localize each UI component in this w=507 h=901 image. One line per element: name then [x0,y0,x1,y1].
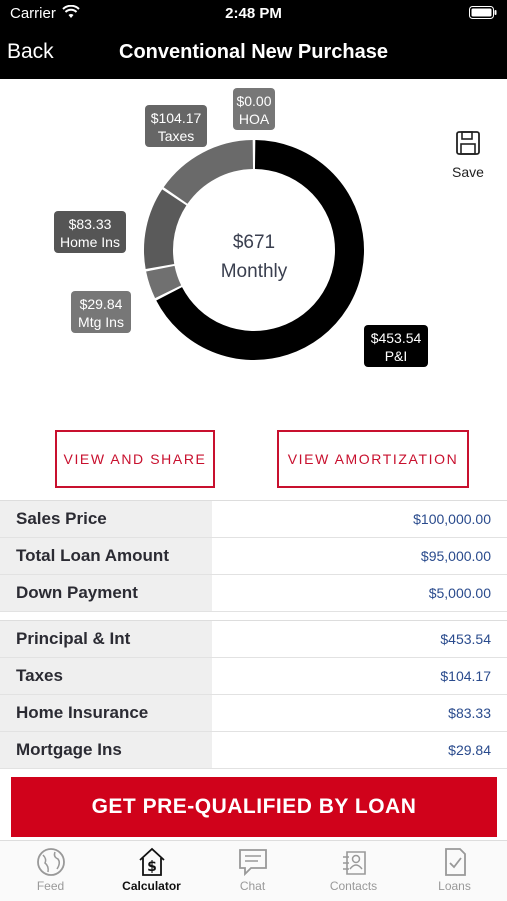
table-row: Mortgage Ins $29.84 [0,732,507,769]
table-row: Taxes $104.17 [0,658,507,695]
floppy-disk-icon [455,131,481,160]
table-row: Sales Price $100,000.00 [0,501,507,538]
row-value: $5,000.00 [428,585,491,601]
tab-label: Feed [36,879,65,893]
row-label: Total Loan Amount [0,538,212,574]
view-and-share-button[interactable]: VIEW AND SHARE [55,430,215,488]
payment-breakdown-table: Principal & Int $453.54 Taxes $104.17 Ho… [0,620,507,769]
row-value: $104.17 [440,668,491,684]
table-row: Down Payment $5,000.00 [0,575,507,612]
donut-slice-mtg [146,265,182,299]
row-label: Home Insurance [0,695,212,731]
svg-text:$: $ [147,859,157,875]
tab-bar: Feed $ Calculator Chat Contacts Loans [0,840,507,901]
contacts-icon [342,851,366,875]
carrier-label: Carrier [10,5,56,22]
navigation-bar: Back Conventional New Purchase [0,28,507,79]
svg-text:Mtg Ins: Mtg Ins [78,314,124,330]
calculator-icon: $ [138,847,165,876]
page-title: Conventional New Purchase [119,41,388,63]
row-value: $83.33 [448,705,491,721]
row-label: Down Payment [0,575,212,611]
tab-loans[interactable]: Loans [404,841,505,901]
tab-label: Loans [438,879,471,893]
back-button[interactable]: Back [7,40,54,63]
slice-label-hoa: $0.00 HOA [233,88,275,130]
tab-contacts[interactable]: Contacts [303,841,404,901]
svg-text:Home Ins: Home Ins [60,234,120,250]
donut-slice-home [144,189,187,269]
row-value: $29.84 [448,742,491,758]
loan-summary-table: Sales Price $100,000.00 Total Loan Amoun… [0,500,507,612]
get-pre-qualified-button[interactable]: GET PRE-QUALIFIED BY LOAN [11,777,497,837]
svg-text:P&I: P&I [385,348,408,364]
slice-label-tax: $104.17 Taxes [145,105,207,147]
save-button[interactable]: Save [446,130,490,180]
row-label: Taxes [0,658,212,694]
chart-center-label: Monthly [221,261,288,282]
battery-icon [469,6,497,24]
tab-feed[interactable]: Feed [0,841,101,901]
slice-label-mtg: $29.84 Mtg Ins [71,291,131,333]
donut-slice-tax [163,140,254,205]
row-value: $100,000.00 [413,511,491,527]
status-bar: Carrier 2:48 PM [0,0,507,28]
slice-label-pi: $453.54 P&I [364,325,428,367]
row-label: Mortgage Ins [0,732,212,768]
wifi-icon [62,4,80,24]
tab-calculator[interactable]: $ Calculator [101,841,202,901]
row-label: Sales Price [0,501,212,537]
chart-center-value: $671 [233,232,275,253]
save-label: Save [452,164,484,180]
table-row: Principal & Int $453.54 [0,621,507,658]
svg-text:$29.84: $29.84 [80,296,123,312]
chat-icon [238,849,267,877]
clock: 2:48 PM [225,5,282,22]
slice-label-home: $83.33 Home Ins [54,211,126,253]
tab-label: Chat [239,879,266,893]
svg-text:$83.33: $83.33 [69,216,112,232]
row-value: $95,000.00 [420,548,491,564]
svg-text:Taxes: Taxes [158,128,195,144]
table-row: Total Loan Amount $95,000.00 [0,538,507,575]
monthly-payment-donut-chart: $671 Monthly $453.54 P&I $29.84 Mtg Ins $83.33… [54,88,428,367]
svg-text:$0.00: $0.00 [236,93,271,109]
svg-text:HOA: HOA [239,111,270,127]
row-value: $453.54 [440,631,491,647]
tab-label: Contacts [329,879,378,893]
donut-slice-pi [156,140,364,360]
view-amortization-button[interactable]: VIEW AMORTIZATION [277,430,469,488]
row-label: Principal & Int [0,621,212,657]
loans-document-icon [444,848,466,876]
tab-label: Calculator [122,879,181,893]
table-row: Home Insurance $83.33 [0,695,507,732]
svg-text:$104.17: $104.17 [151,110,202,126]
svg-text:$453.54: $453.54 [371,330,422,346]
globe-icon [36,848,65,876]
tab-chat[interactable]: Chat [202,841,303,901]
